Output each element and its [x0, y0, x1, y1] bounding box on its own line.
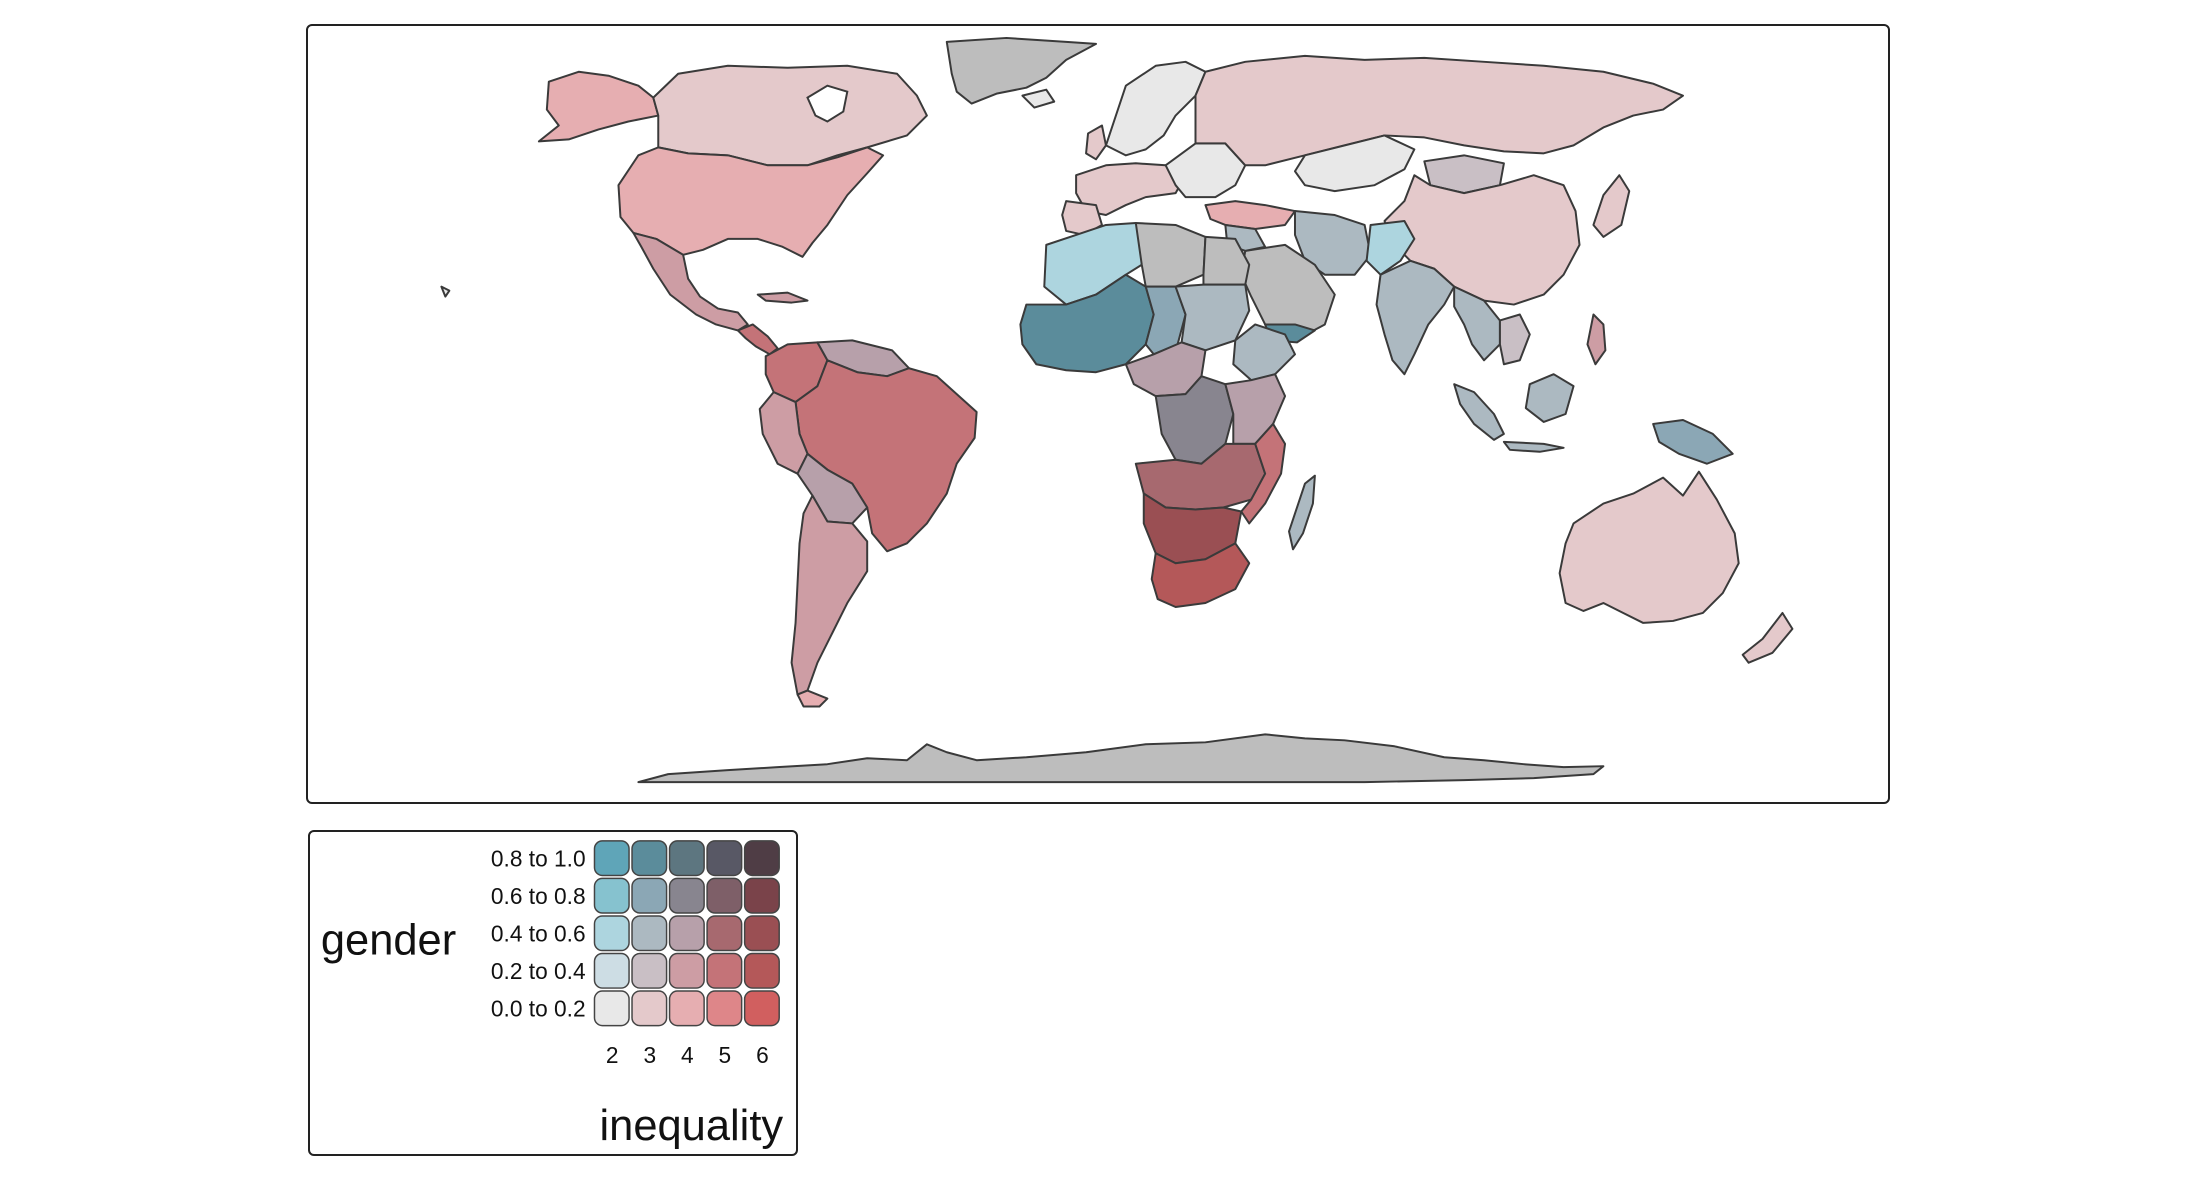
- legend-cell: [743, 840, 780, 877]
- region-java[interactable]: [1502, 440, 1565, 453]
- legend-cell: [593, 840, 630, 877]
- legend-cell: [593, 952, 630, 989]
- region-scandinavia[interactable]: [1104, 60, 1207, 157]
- legend-cell: [743, 990, 780, 1027]
- legend-cell: [706, 990, 743, 1027]
- legend-panel: gender inequality 0.0 to 0.2 0.2 to 0.4 0.…: [308, 830, 798, 1156]
- region-japan[interactable]: [1592, 174, 1631, 238]
- region-mexico[interactable]: [632, 231, 749, 332]
- legend-y-label: 0.2 to 0.4: [491, 958, 586, 984]
- legend-cell: [631, 877, 668, 914]
- legend-cell: [743, 877, 780, 914]
- region-new-zealand[interactable]: [1741, 611, 1794, 664]
- region-southeast-asia[interactable]: [1453, 285, 1501, 362]
- legend-cell: [631, 915, 668, 952]
- legend-cell: [668, 952, 705, 989]
- legend-y-labels: 0.0 to 0.2 0.2 to 0.4 0.4 to 0.6 0.6 to 0.8…: [491, 846, 586, 1022]
- legend-cell: [631, 840, 668, 877]
- legend-y-label: 0.4 to 0.6: [491, 921, 586, 947]
- legend-cell: [668, 915, 705, 952]
- legend-y-label: 0.6 to 0.8: [491, 883, 586, 909]
- legend-cell: [706, 952, 743, 989]
- region-ethiopia[interactable]: [1232, 323, 1296, 382]
- region-west-africa[interactable]: [1019, 273, 1155, 374]
- region-mozambique[interactable]: [1240, 422, 1287, 525]
- region-south-africa[interactable]: [1150, 542, 1251, 608]
- legend-cell: [593, 915, 630, 952]
- legend-x-title: inequality: [600, 1102, 784, 1150]
- legend-cell: [706, 877, 743, 914]
- legend-y-label: 0.8 to 1.0: [491, 846, 586, 872]
- legend-x-label: 4: [681, 1042, 694, 1068]
- region-caribbean[interactable]: [756, 291, 809, 304]
- region-congo[interactable]: [1154, 375, 1235, 465]
- region-hawaii[interactable]: [440, 285, 451, 298]
- legend-x-label: 2: [606, 1042, 619, 1068]
- legend-cell: [668, 840, 705, 877]
- region-iceland[interactable]: [1021, 88, 1056, 109]
- legend-cell: [706, 915, 743, 952]
- legend-cell: [706, 840, 743, 877]
- region-turkey[interactable]: [1204, 200, 1296, 230]
- region-tierra-del-fuego[interactable]: [796, 689, 829, 708]
- region-australia[interactable]: [1558, 470, 1740, 624]
- legend-cell: [668, 877, 705, 914]
- world-map[interactable]: [308, 26, 1888, 802]
- legend-cell: [743, 952, 780, 989]
- region-philippines[interactable]: [1586, 313, 1607, 366]
- legend-x-label: 6: [756, 1042, 769, 1068]
- region-antarctica[interactable]: [637, 733, 1605, 784]
- region-russia[interactable]: [1194, 54, 1684, 167]
- region-central-america[interactable]: [736, 323, 779, 356]
- legend-grid: [593, 840, 780, 1027]
- legend-cell: [668, 990, 705, 1027]
- legend-cell: [631, 990, 668, 1027]
- region-alaska[interactable]: [537, 70, 660, 143]
- region-new-guinea[interactable]: [1652, 418, 1734, 465]
- region-canada[interactable]: [652, 64, 928, 167]
- region-madagascar[interactable]: [1288, 474, 1316, 551]
- hudson-bay: [806, 84, 849, 123]
- legend-cell: [593, 990, 630, 1027]
- region-kazakhstan[interactable]: [1293, 134, 1416, 193]
- legend-cell: [593, 877, 630, 914]
- region-borneo[interactable]: [1524, 373, 1575, 423]
- legend-cell: [631, 952, 668, 989]
- map-panel[interactable]: [306, 24, 1890, 804]
- legend-x-label: 5: [719, 1042, 732, 1068]
- region-iran[interactable]: [1293, 210, 1372, 276]
- region-india[interactable]: [1375, 259, 1456, 376]
- region-greenland[interactable]: [945, 36, 1098, 105]
- legend-y-label: 0.0 to 0.2: [491, 996, 586, 1022]
- legend-x-label: 3: [643, 1042, 656, 1068]
- region-indochina[interactable]: [1498, 313, 1531, 366]
- legend-y-title: gender: [321, 916, 456, 964]
- region-afghanistan[interactable]: [1365, 220, 1416, 276]
- region-argentina[interactable]: [790, 494, 869, 696]
- region-uk[interactable]: [1085, 124, 1107, 161]
- bivariate-legend: gender inequality 0.0 to 0.20.2 to 0.40.…: [321, 840, 784, 1150]
- legend-cell: [743, 915, 780, 952]
- region-sumatra[interactable]: [1453, 383, 1505, 441]
- region-libya[interactable]: [1134, 221, 1207, 288]
